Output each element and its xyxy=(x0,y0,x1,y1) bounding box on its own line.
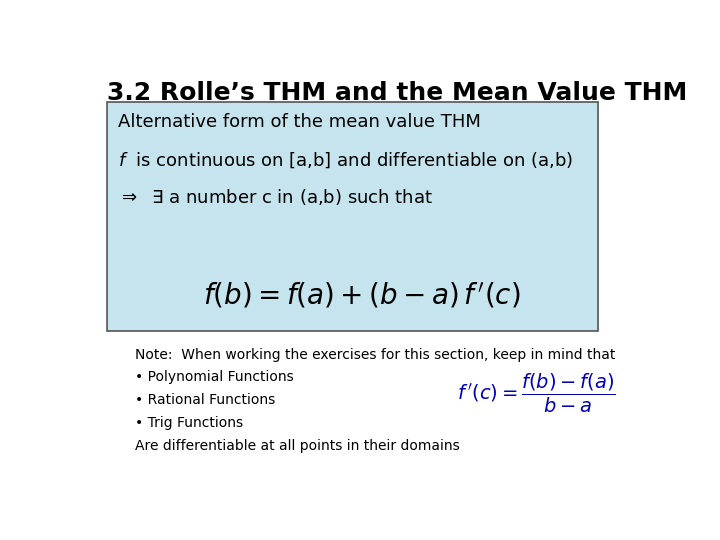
Text: $f$  is continuous on [a,b] and differentiable on (a,b): $f$ is continuous on [a,b] and different… xyxy=(118,150,573,170)
Text: • Rational Functions: • Rational Functions xyxy=(135,393,275,407)
Text: Alternative form of the mean value THM: Alternative form of the mean value THM xyxy=(118,113,481,131)
Text: Note:  When working the exercises for this section, keep in mind that: Note: When working the exercises for thi… xyxy=(135,348,615,362)
Text: 3.2 Rolle’s THM and the Mean Value THM: 3.2 Rolle’s THM and the Mean Value THM xyxy=(107,82,687,105)
Text: Are differentiable at all points in their domains: Are differentiable at all points in thei… xyxy=(135,439,459,453)
Text: $f\,'(c) = \dfrac{f(b)-f(a)}{b-a}$: $f\,'(c) = \dfrac{f(b)-f(a)}{b-a}$ xyxy=(457,372,616,415)
Text: • Polynomial Functions: • Polynomial Functions xyxy=(135,370,293,384)
Text: $f(b) = f(a) + (b - a)\,f\,'(c)$: $f(b) = f(a) + (b - a)\,f\,'(c)$ xyxy=(203,281,521,310)
Text: • Trig Functions: • Trig Functions xyxy=(135,416,243,430)
FancyBboxPatch shape xyxy=(107,102,598,331)
Text: $\Rightarrow$  $\exists$ a number c in (a,b) such that: $\Rightarrow$ $\exists$ a number c in (a… xyxy=(118,187,433,207)
